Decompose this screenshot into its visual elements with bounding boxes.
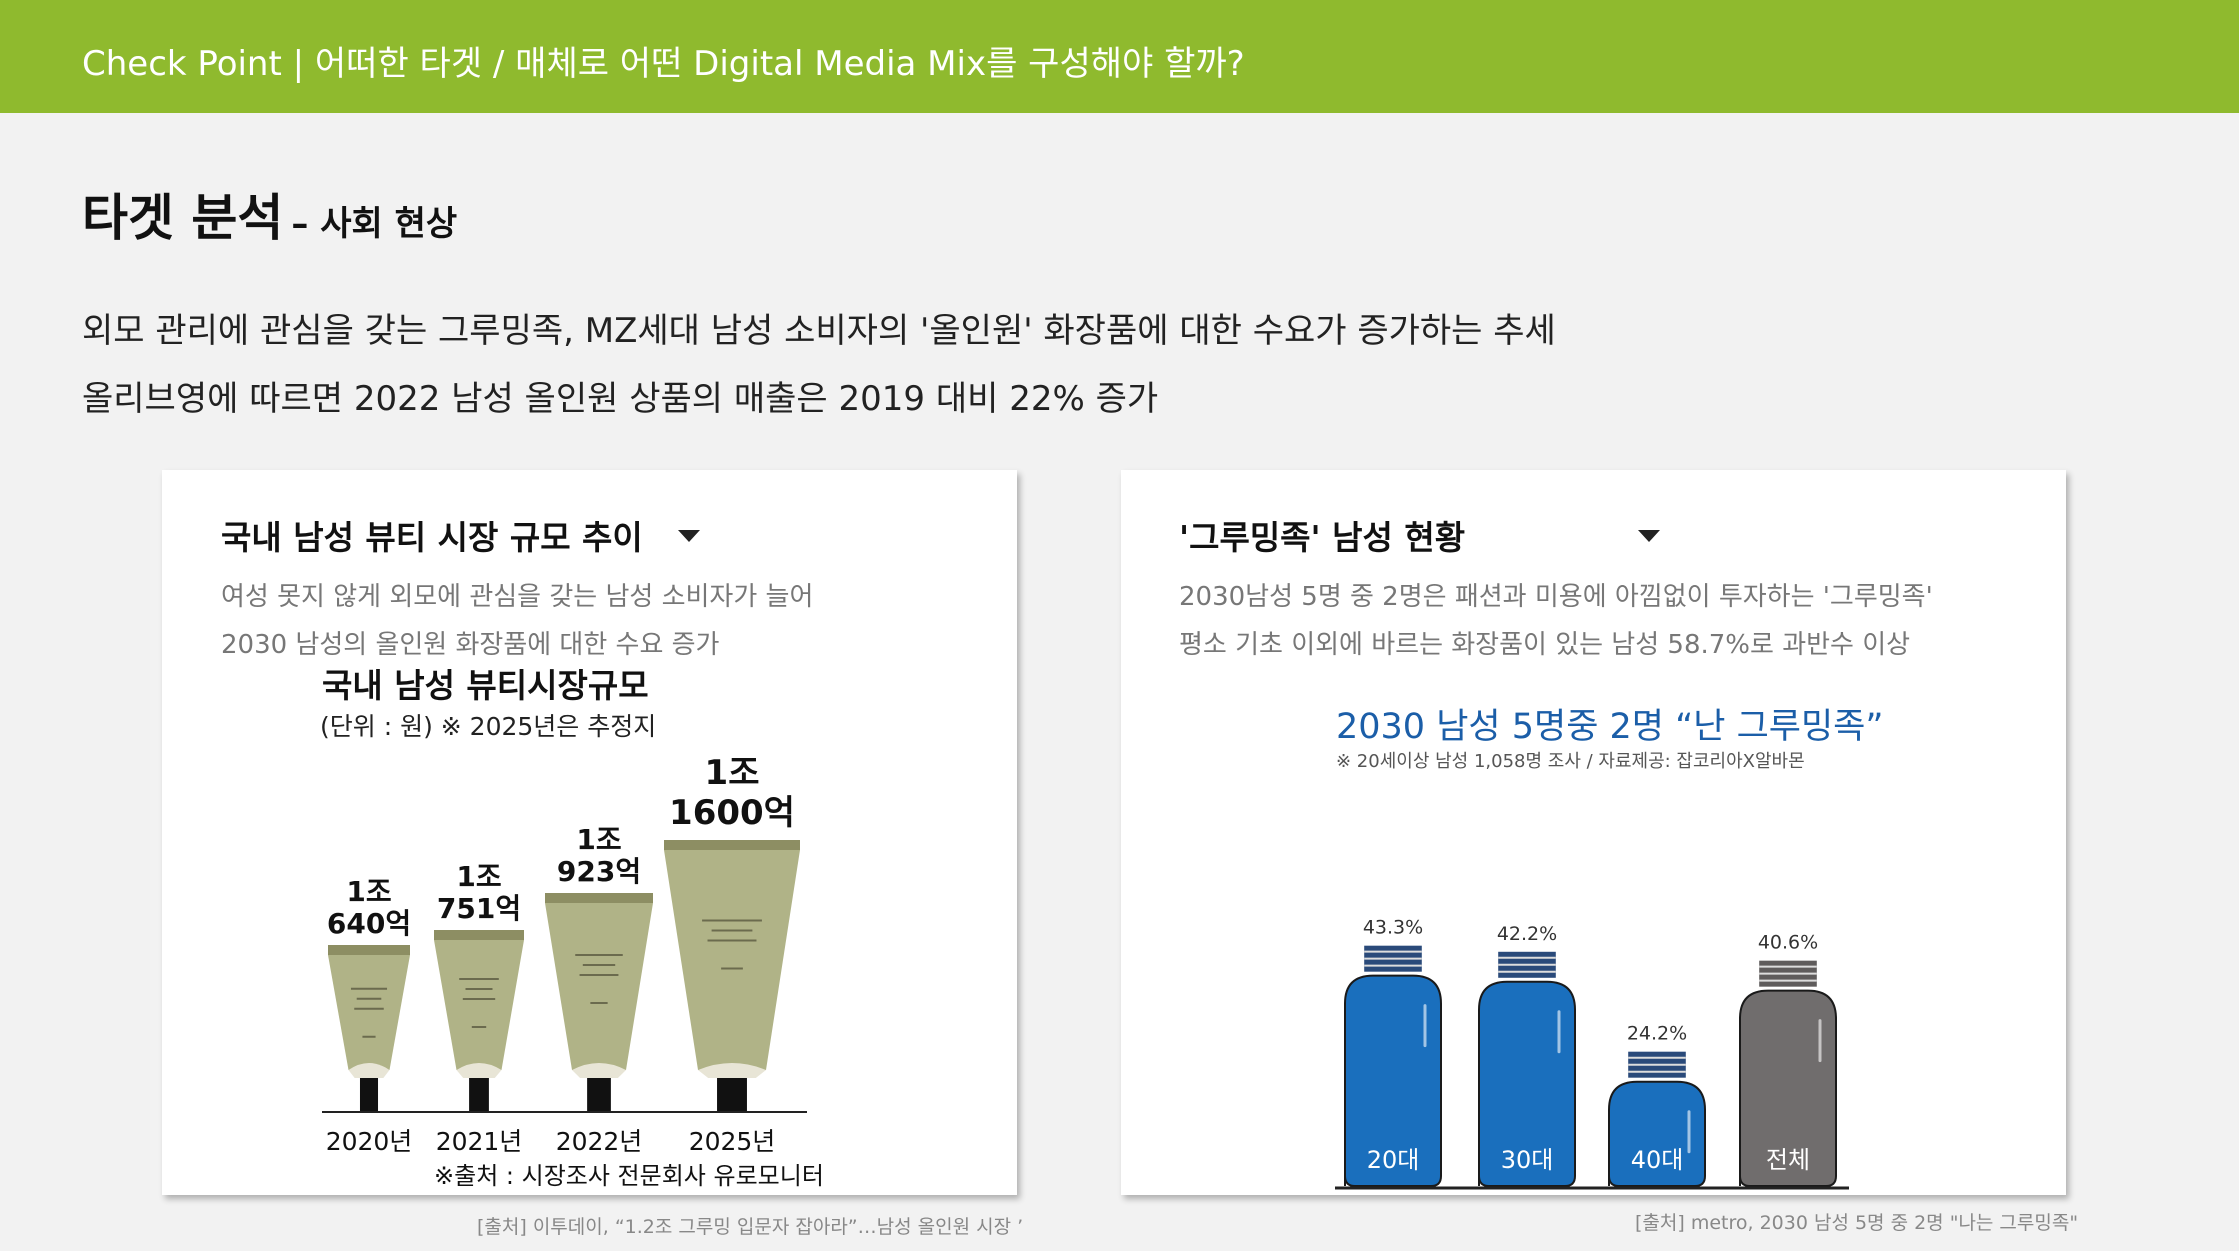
card-right-line-2: 평소 기초 이외에 바르는 화장품이 있는 남성 58.7%로 과반수 이상: [1179, 630, 1911, 660]
card-left-line-2: 2030 남성의 올인원 화장품에 대한 수요 증가: [221, 630, 720, 660]
chart-bar: [1344, 974, 1442, 1187]
data-label: 1조: [456, 860, 501, 893]
tube-nozzle: [359, 1078, 379, 1112]
chart-bar: [1608, 1080, 1706, 1187]
tube-shoulder: [456, 1063, 502, 1078]
card-right-line-1: 2030남성 5명 중 2명은 패션과 미용에 아낌없이 투자하는 '그루밍족': [1179, 582, 1933, 612]
tick-label: 전체: [1766, 1146, 1810, 1174]
section-main-title: 타겟 분석: [82, 189, 284, 247]
chart-right-title: 2030 남성 5명중 2명 “난 그루밍족”: [1336, 707, 1884, 747]
tick-label: 30대: [1501, 1146, 1554, 1174]
section-title: 타겟 분석 – 사회 현상: [82, 178, 457, 250]
chart-bar: [1478, 980, 1576, 1187]
data-label: 42.2%: [1497, 923, 1557, 945]
tube-shoulder: [348, 1063, 390, 1078]
tick-label: 20대: [1367, 1146, 1420, 1174]
chevron-down-icon[interactable]: [1638, 530, 1660, 542]
chart-right-subtitle: ※ 20세이상 남성 1,058명 조사 / 자료제공: 잡코리아X알바몬: [1336, 751, 1805, 772]
header-bar: Check Point | 어떠한 타겟 / 매체로 어떤 Digital Me…: [0, 0, 2239, 113]
chart-bar: [328, 955, 410, 1070]
card-right-source[interactable]: [출처] metro, 2030 남성 5명 중 2명 "나는 그루밍족": [1635, 1212, 2079, 1234]
chart-bar: [664, 850, 800, 1070]
chart-left-title: 국내 남성 뷰티시장규모: [322, 666, 649, 705]
card-left-line-1: 여성 못지 않게 외모에 관심을 갖는 남성 소비자가 늘어: [221, 582, 814, 612]
data-label: 640억: [327, 907, 411, 940]
tick-label: 2020년: [326, 1127, 413, 1156]
grooming-chart: 2030 남성 5명중 2명 “난 그루밍족” ※ 20세이상 남성 1,058…: [1335, 707, 1884, 1190]
tick-label: 2021년: [436, 1127, 523, 1156]
data-label: 751억: [437, 892, 521, 925]
chart-left-subtitle: (단위 : 원) ※ 2025년은 추정지: [320, 712, 656, 741]
header-title: Check Point | 어떠한 타겟 / 매체로 어떤 Digital Me…: [82, 44, 1245, 84]
card-market-size: 국내 남성 뷰티 시장 규모 추이 여성 못지 않게 외모에 관심을 갖는 남성…: [162, 470, 1017, 1195]
card-left-source[interactable]: [출처] 이투데이, “1.2조 그루밍 입문자 잡아라”…남성 올인원 시장 …: [477, 1216, 1024, 1238]
section-subtitle: – 사회 현상: [291, 204, 458, 244]
tube-nozzle: [587, 1078, 611, 1112]
card-right-title: '그루밍족' 남성 현황: [1179, 518, 1466, 557]
chart-bar: [434, 940, 524, 1070]
tick-label: 40대: [1631, 1146, 1684, 1174]
description-line-1: 외모 관리에 관심을 갖는 그루밍족, MZ세대 남성 소비자의 '올인원' 화…: [82, 311, 1556, 351]
description-line-2: 올리브영에 따르면 2022 남성 올인원 상품의 매출은 2019 대비 22…: [82, 379, 1159, 419]
tube-cap-stripe: [434, 930, 524, 940]
data-label: 1조: [346, 875, 391, 908]
data-label: 43.3%: [1363, 917, 1423, 939]
market-size-chart: 국내 남성 뷰티시장규모 (단위 : 원) ※ 2025년은 추정지 1조640…: [320, 666, 824, 1190]
tick-label: 2022년: [556, 1127, 643, 1156]
chart-bar: [1739, 989, 1837, 1187]
tube-nozzle: [469, 1078, 489, 1112]
chart-left-note: ※출처 : 시장조사 전문회사 유로모니터: [434, 1162, 824, 1190]
data-label: 40.6%: [1758, 932, 1818, 954]
chevron-down-icon[interactable]: [678, 530, 700, 542]
data-label: 24.2%: [1627, 1023, 1687, 1045]
tick-label: 2025년: [689, 1127, 776, 1156]
chart-bar: [545, 903, 653, 1070]
tube-cap-stripe: [545, 893, 653, 903]
data-label: 1600억: [669, 793, 795, 833]
tube-shoulder: [572, 1063, 626, 1078]
data-label: 923억: [557, 855, 641, 888]
data-label: 1조: [705, 753, 760, 793]
data-label: 1조: [576, 823, 621, 856]
tube-cap-stripe: [328, 945, 410, 955]
card-left-title: 국내 남성 뷰티 시장 규모 추이: [221, 518, 643, 557]
tube-cap-stripe: [664, 840, 800, 850]
tube-nozzle: [717, 1078, 747, 1112]
card-grooming-status: '그루밍족' 남성 현황 2030남성 5명 중 2명은 패션과 미용에 아낌없…: [1121, 470, 2066, 1195]
tube-shoulder: [698, 1063, 766, 1078]
